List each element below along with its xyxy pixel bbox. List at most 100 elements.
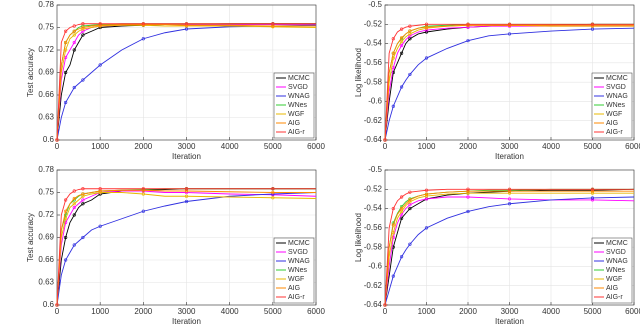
point (184, 189, 189, 193)
series-line (56, 23, 316, 141)
x-tick-label: 4000 (221, 307, 239, 316)
point (98, 187, 102, 191)
legend-label: SVGD (288, 84, 308, 91)
legend-label: AIG (288, 285, 300, 292)
point (81, 198, 85, 202)
x-tick-label: 4000 (542, 142, 560, 151)
y-tick-label: -0.5 (368, 165, 382, 174)
y-tick-label: -0.58 (364, 242, 383, 251)
x-tick-label: 1000 (91, 142, 109, 151)
x-tick-label: 2000 (134, 142, 152, 151)
point (391, 223, 395, 227)
point (184, 22, 189, 26)
point (271, 187, 275, 191)
series-line (56, 190, 317, 306)
point (383, 138, 387, 142)
x-tick-label: 0 (383, 142, 388, 151)
series-line (56, 192, 317, 306)
point (64, 198, 68, 202)
point (81, 22, 85, 26)
x-tick-label: 1000 (91, 307, 109, 316)
y-tick-label: -0.62 (364, 281, 383, 290)
point (141, 192, 145, 196)
x-tick-label: 6000 (307, 142, 325, 151)
x-tick-label: 0 (55, 142, 60, 151)
series-line (56, 24, 317, 141)
point (141, 209, 145, 213)
legend-label: MCMC (606, 240, 628, 247)
point (184, 27, 189, 31)
series-line (384, 188, 635, 306)
y-tick-label: 0.6 (43, 300, 55, 309)
point (98, 22, 102, 26)
point (81, 33, 85, 37)
point (72, 40, 76, 45)
legend-label: AIG-r (288, 129, 305, 136)
point (391, 104, 395, 108)
y-tick-label: -0.56 (364, 58, 383, 67)
x-axis-label: Iteration (172, 317, 201, 326)
point (424, 188, 429, 192)
point (466, 22, 470, 26)
point (81, 194, 85, 198)
point (64, 29, 68, 33)
point (64, 235, 68, 240)
x-axis-label: Iteration (495, 152, 524, 161)
point (590, 196, 595, 200)
point (184, 187, 189, 191)
panel: 0.6 0.63 0.66 0.69 0.72 0.75 0.78 0 1000 2000 3000… (26, 0, 325, 161)
y-axis-label: Test accuracy (26, 48, 35, 97)
point (400, 216, 404, 220)
y-tick-label: -0.58 (364, 77, 383, 86)
x-axis-label: Iteration (495, 317, 524, 326)
x-tick-label: 2000 (459, 307, 477, 316)
point (81, 192, 85, 196)
point (466, 189, 470, 193)
x-tick-label: 6000 (625, 307, 640, 316)
point (72, 48, 76, 52)
x-tick-label: 3000 (178, 307, 196, 316)
point (424, 22, 429, 26)
y-tick-label: -0.6 (368, 262, 382, 271)
y-axis-label: Test accuracy (26, 213, 35, 262)
series-line (56, 189, 316, 306)
x-tick-label: 0 (55, 307, 60, 316)
x-tick-label: 4000 (542, 307, 560, 316)
x-tick-label: 3000 (178, 142, 196, 151)
point (72, 33, 76, 37)
point (408, 198, 412, 202)
y-tick-label: -0.54 (364, 39, 383, 48)
y-tick-label: -0.52 (364, 19, 383, 28)
point (400, 206, 404, 211)
legend-label: AIG-r (606, 129, 623, 136)
series-line (384, 196, 635, 306)
legend-label: MCMC (606, 75, 628, 82)
point (98, 224, 102, 228)
series-line (384, 24, 634, 141)
x-tick-label: 5000 (584, 142, 602, 151)
y-tick-label: 0.78 (38, 165, 54, 174)
point (507, 191, 512, 195)
point (400, 85, 404, 89)
point (391, 206, 395, 211)
point (72, 202, 76, 206)
legend-label: SVGD (606, 84, 626, 91)
point (64, 40, 68, 45)
point (400, 255, 404, 259)
series-line (384, 190, 634, 306)
point (72, 29, 76, 33)
legend-label: SVGD (288, 249, 308, 256)
point (466, 195, 470, 199)
x-tick-label: 4000 (221, 142, 239, 151)
panel: 0.6 0.63 0.66 0.69 0.72 0.75 0.78 0 1000 2000 3000… (26, 165, 325, 326)
point (466, 39, 470, 43)
y-tick-label: -0.64 (364, 135, 383, 144)
point (408, 29, 412, 33)
point (424, 56, 429, 60)
point (507, 32, 512, 36)
legend-label: WNAG (288, 258, 310, 265)
point (391, 70, 395, 75)
y-axis-label: Log likelihood (354, 48, 363, 97)
series-line (384, 192, 634, 306)
y-tick-label: 0.78 (38, 0, 54, 9)
